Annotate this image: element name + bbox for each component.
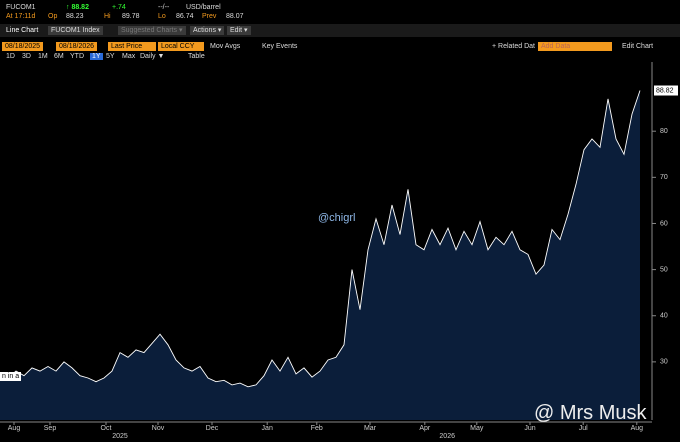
mov-avgs[interactable]: Mov Avgs	[210, 43, 241, 50]
x-tick-label: Jan	[262, 425, 273, 432]
change: +.74	[112, 4, 126, 11]
lo-label: Lo	[158, 13, 166, 20]
x-tick-label: Aug	[631, 425, 644, 432]
period[interactable]: 1M	[38, 53, 48, 60]
button[interactable]: Edit ▾	[227, 26, 251, 35]
tab[interactable]: Line Chart	[6, 27, 39, 34]
lo: 86.74	[176, 13, 194, 20]
tool[interactable]: Track	[284, 63, 302, 70]
x-tick-label: Mar	[364, 425, 377, 432]
prev-label: Prev	[202, 13, 217, 20]
period[interactable]: Daily ▼	[140, 53, 165, 60]
x-tick-label: Nov	[152, 425, 165, 432]
y-tick-label: 80	[660, 128, 668, 135]
dashes: --/--	[158, 4, 170, 11]
tool[interactable]: Zoom	[386, 63, 404, 70]
unit: USD/barrel	[186, 4, 221, 11]
tool[interactable]: Annotate	[318, 63, 347, 70]
button[interactable]: Suggested Charts ▾	[118, 26, 186, 35]
y-tick-label: 60	[660, 220, 668, 227]
prev: 88.07	[226, 13, 244, 20]
x-tick-label: Oct	[101, 425, 112, 432]
period[interactable]: 3D	[22, 53, 31, 60]
end-date[interactable]: 08/18/2026	[56, 42, 98, 51]
x-tick-label: Jun	[524, 425, 535, 432]
ticker: FUCOM1	[6, 4, 36, 11]
period[interactable]: Max	[122, 53, 136, 60]
key-events[interactable]: Key Events	[262, 43, 298, 50]
y-tick-label: 40	[660, 313, 668, 320]
year-label: 2025	[112, 433, 128, 440]
x-tick-label: Jul	[579, 425, 588, 432]
hi-label: Hi	[104, 13, 111, 20]
period[interactable]: 6M	[54, 53, 64, 60]
x-tick-label: May	[470, 425, 484, 432]
start-date[interactable]: 08/18/2025	[2, 42, 44, 51]
last-price-label: 88.82	[656, 87, 674, 94]
add-data[interactable]: Add Data	[538, 42, 612, 51]
area	[0, 90, 640, 420]
watermark: @ Mrs Musk	[534, 402, 647, 424]
hi: 89.78	[122, 13, 140, 20]
y-tick-label: 30	[660, 359, 668, 366]
period[interactable]: 1D	[6, 53, 15, 60]
plot-area	[0, 62, 652, 420]
time: At 17:11d	[6, 13, 36, 20]
year-label: 2026	[439, 433, 455, 440]
period[interactable]: Table	[188, 53, 205, 60]
y-tick-label: 70	[660, 174, 668, 181]
last-price-box	[654, 85, 678, 96]
op-label: Op	[48, 13, 58, 20]
ccy[interactable]: Local CCY	[158, 42, 204, 51]
x-tick-label: Dec	[206, 425, 219, 432]
edit-chart[interactable]: Edit Chart	[622, 43, 654, 50]
side-label: n in a	[0, 372, 22, 381]
x-tick-label: Apr	[419, 425, 431, 432]
watermark: @chigrl	[318, 212, 356, 224]
y-tick-label: 50	[660, 266, 668, 273]
x-tick-label: Sep	[44, 425, 57, 432]
line	[0, 90, 641, 388]
x-tick-label: Aug	[8, 425, 21, 432]
related[interactable]: + Related Dat	[492, 43, 535, 50]
button[interactable]: Actions ▾	[190, 26, 225, 35]
period[interactable]: 5Y	[106, 53, 115, 60]
tool[interactable]: News	[352, 63, 370, 70]
op: 88.23	[66, 13, 84, 20]
x-tick-label: Feb	[311, 425, 323, 432]
period[interactable]: YTD	[70, 53, 84, 60]
tab[interactable]: FUCOM1 Index	[48, 26, 103, 35]
toolbar: Line Chart FUCOM1 Index Suggested Charts…	[0, 24, 680, 37]
field[interactable]: Last Price	[108, 42, 156, 51]
period[interactable]: 1Y	[90, 53, 103, 60]
last: ↑ 88.82	[66, 4, 89, 11]
